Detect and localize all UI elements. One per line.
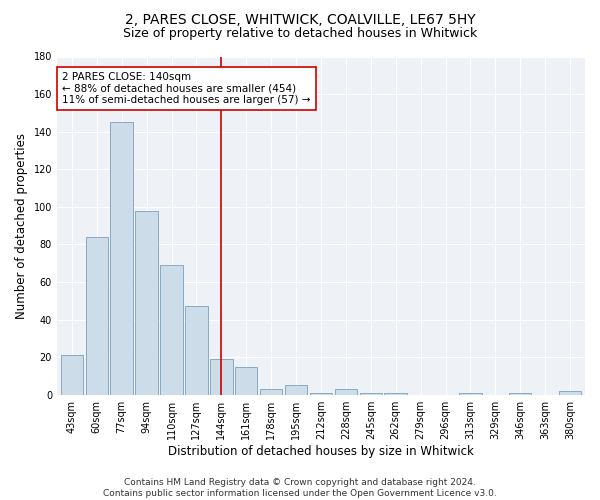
Bar	[559, 391, 581, 394]
Text: 2, PARES CLOSE, WHITWICK, COALVILLE, LE67 5HY: 2, PARES CLOSE, WHITWICK, COALVILLE, LE6…	[125, 12, 475, 26]
Bar	[285, 386, 307, 394]
Bar	[185, 306, 208, 394]
X-axis label: Distribution of detached houses by size in Whitwick: Distribution of detached houses by size …	[168, 444, 474, 458]
Bar	[210, 359, 233, 394]
Bar	[509, 393, 532, 394]
Text: 2 PARES CLOSE: 140sqm
← 88% of detached houses are smaller (454)
11% of semi-det: 2 PARES CLOSE: 140sqm ← 88% of detached …	[62, 72, 311, 105]
Bar	[260, 389, 283, 394]
Bar	[310, 393, 332, 394]
Text: Size of property relative to detached houses in Whitwick: Size of property relative to detached ho…	[123, 28, 477, 40]
Bar	[335, 389, 357, 394]
Bar	[359, 393, 382, 394]
Bar	[385, 393, 407, 394]
Bar	[110, 122, 133, 394]
Bar	[136, 210, 158, 394]
Bar	[86, 237, 108, 394]
Bar	[160, 265, 183, 394]
Bar	[61, 356, 83, 395]
Bar	[235, 366, 257, 394]
Bar	[459, 393, 482, 394]
Text: Contains HM Land Registry data © Crown copyright and database right 2024.
Contai: Contains HM Land Registry data © Crown c…	[103, 478, 497, 498]
Y-axis label: Number of detached properties: Number of detached properties	[15, 132, 28, 318]
